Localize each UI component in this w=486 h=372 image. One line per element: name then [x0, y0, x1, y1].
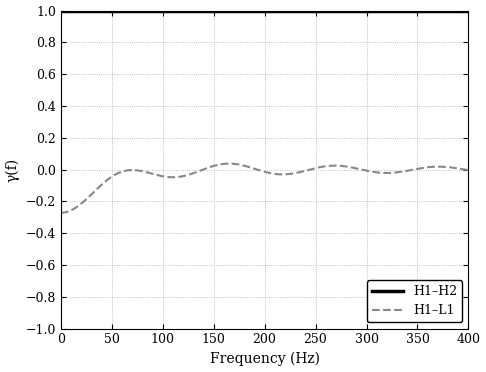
Line: H1–L1: H1–L1 — [61, 164, 469, 213]
H1–L1 — [367, 169, 373, 174]
H1–L1 — [466, 168, 471, 173]
H1–L1 — [226, 161, 232, 166]
H1–L1 — [295, 170, 301, 175]
X-axis label: Frequency (Hz): Frequency (Hz) — [209, 352, 320, 366]
Legend: H1–H2, H1–L1: H1–H2, H1–L1 — [367, 280, 462, 323]
H1–L1 — [58, 211, 64, 215]
H1–L1 — [409, 167, 415, 172]
Y-axis label: γ(f): γ(f) — [5, 157, 20, 182]
H1–L1 — [83, 198, 88, 202]
H1–L1 — [318, 165, 324, 169]
H1–L1 — [306, 168, 312, 172]
